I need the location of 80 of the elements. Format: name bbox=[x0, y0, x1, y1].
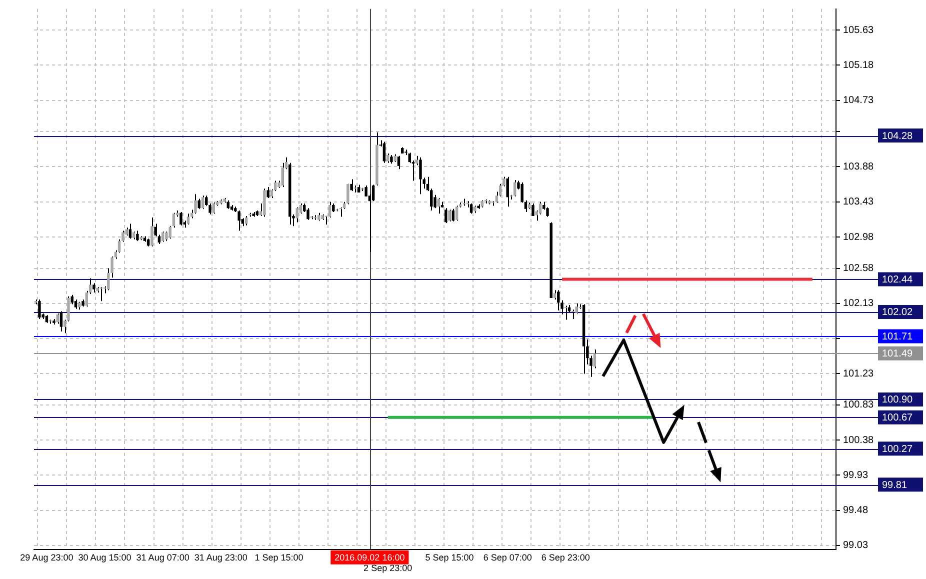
candlestick bbox=[158, 234, 161, 245]
x-tick-label: 6 Sep 07:00 bbox=[483, 552, 532, 562]
candlestick bbox=[244, 215, 248, 226]
candlestick bbox=[136, 230, 139, 242]
y-tick-label: 99.48 bbox=[843, 505, 868, 516]
y-tick-label: 102.13 bbox=[843, 298, 874, 310]
ref-line-label: 100.27 bbox=[882, 444, 914, 455]
ref-line-label: 104.28 bbox=[882, 130, 914, 142]
candlestick bbox=[161, 231, 164, 242]
candlestick bbox=[346, 183, 350, 205]
candlestick bbox=[92, 282, 96, 293]
y-tick-label: 101.23 bbox=[843, 368, 874, 380]
candlestick bbox=[339, 206, 342, 218]
ref-line-label: 100.67 bbox=[882, 412, 914, 424]
y-tick-label: 102.58 bbox=[843, 263, 874, 274]
x-tick-label: 5 Sep 15:00 bbox=[425, 552, 474, 562]
candlestick bbox=[452, 208, 455, 222]
candlestick bbox=[38, 299, 41, 320]
ref-line-label: 101.49 bbox=[882, 348, 914, 360]
candlestick bbox=[470, 202, 473, 214]
candlestick bbox=[364, 184, 368, 197]
candlestick bbox=[422, 177, 426, 190]
x-tick-label: 1 Sep 15:00 bbox=[254, 552, 304, 562]
ref-line-label: 102.02 bbox=[882, 307, 914, 318]
x-tick-label: 31 Aug 07:00 bbox=[136, 552, 190, 562]
candlestick bbox=[60, 310, 63, 332]
candlestick bbox=[557, 290, 560, 311]
candlestick bbox=[448, 209, 451, 222]
candlestick bbox=[506, 176, 509, 208]
y-tick-label: 100.38 bbox=[843, 434, 874, 446]
candlestick bbox=[572, 309, 574, 320]
y-tick-label: 99.93 bbox=[843, 470, 868, 481]
candlestick bbox=[382, 141, 386, 164]
candlestick bbox=[186, 213, 190, 226]
x-tick-label: 2 Sep 23:00 bbox=[364, 563, 412, 574]
candlestick bbox=[194, 194, 197, 214]
candlestick bbox=[238, 210, 240, 232]
ref-line-label: 102.44 bbox=[882, 274, 914, 286]
candlestick bbox=[201, 195, 204, 210]
x-tick-label: 30 Aug 15:00 bbox=[78, 552, 132, 562]
candlestick bbox=[281, 162, 284, 188]
y-tick-label: 103.88 bbox=[843, 161, 874, 172]
ref-line-label: 101.71 bbox=[882, 331, 914, 342]
y-tick-label: 102.98 bbox=[843, 232, 874, 243]
candlestick bbox=[328, 201, 332, 218]
x-tick-label: 6 Sep 23:00 bbox=[541, 552, 590, 562]
ref-line-label: 99.81 bbox=[882, 480, 908, 491]
candlestick bbox=[513, 180, 516, 197]
candlestick bbox=[532, 202, 534, 216]
y-tick-label: 103.43 bbox=[843, 196, 874, 208]
candlestick bbox=[419, 156, 422, 195]
candlestick bbox=[128, 223, 132, 240]
ref-line-label: 100.90 bbox=[882, 394, 914, 406]
y-tick-label: 104.73 bbox=[843, 95, 874, 106]
candlestick bbox=[56, 313, 59, 324]
x-tick-label: 29 Aug 23:00 bbox=[20, 552, 74, 562]
candlestick bbox=[212, 202, 215, 214]
candlestick bbox=[397, 155, 400, 170]
x-tick-label: 2016.09.02 16:00 bbox=[334, 552, 405, 562]
candlestick bbox=[350, 178, 353, 192]
candlestick bbox=[306, 208, 310, 220]
candlestick bbox=[150, 217, 154, 247]
candlestick bbox=[168, 226, 172, 240]
y-tick-label: 99.03 bbox=[843, 540, 868, 552]
candlestick bbox=[564, 305, 568, 320]
candlestick bbox=[100, 286, 102, 302]
y-tick-label: 105.18 bbox=[843, 60, 874, 71]
candlestick bbox=[154, 223, 157, 237]
candlestick bbox=[165, 231, 168, 242]
candlestick bbox=[296, 206, 298, 223]
y-tick-label: 105.63 bbox=[843, 24, 874, 36]
candlestick bbox=[74, 299, 78, 310]
candlestick bbox=[444, 208, 448, 224]
y-tick-label: 100.83 bbox=[843, 400, 874, 411]
candlestick bbox=[172, 212, 176, 228]
candlestick bbox=[408, 152, 411, 164]
candlestick bbox=[266, 186, 270, 198]
candlestick bbox=[455, 205, 458, 222]
candlestick bbox=[180, 212, 182, 226]
x-tick-label: 31 Aug 23:00 bbox=[194, 552, 248, 562]
